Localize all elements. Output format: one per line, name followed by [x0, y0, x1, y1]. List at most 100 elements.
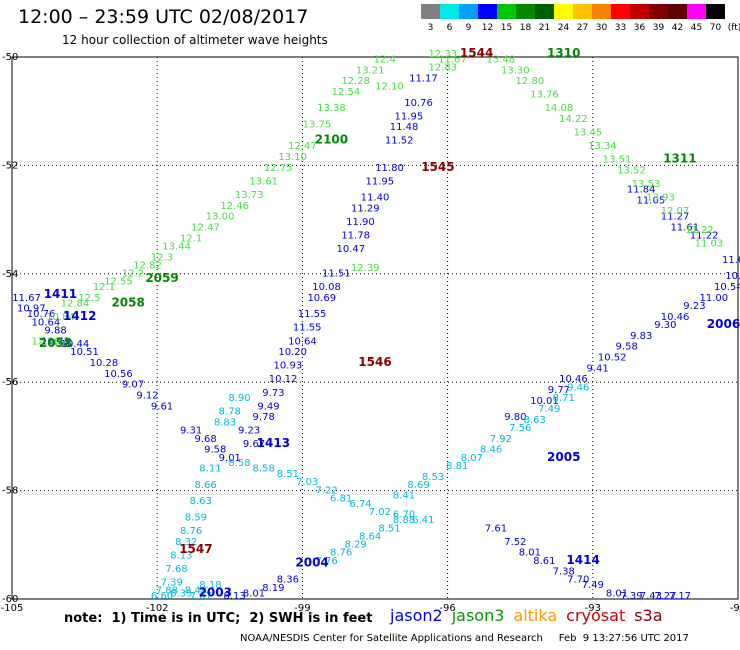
- time-annotation: 2003: [199, 585, 232, 599]
- wave-height-label: 10.51: [70, 347, 99, 358]
- legend-jason3: jason3: [451, 606, 505, 625]
- wave-height-label: 8.76: [180, 526, 202, 537]
- legend-s3a: s3a: [634, 606, 663, 625]
- wave-height-label: 9.61: [151, 401, 173, 412]
- wave-height-label: 6.70: [393, 510, 415, 521]
- wave-height-label: 8.41: [393, 491, 415, 502]
- wave-height-label: 8.81: [446, 461, 468, 472]
- wave-height-label: 8.63: [524, 415, 546, 426]
- wave-height-label: 13.44: [162, 241, 191, 252]
- y-tick-label: -58: [2, 486, 18, 497]
- scale-label: 24: [557, 23, 570, 33]
- wave-height-label: 8.51: [277, 469, 299, 480]
- wave-height-label: 12.47: [191, 222, 220, 233]
- wave-height-label: 10.64: [288, 336, 317, 347]
- wave-height-label: 12.83: [428, 63, 457, 74]
- wave-height-label: 8.53: [422, 472, 444, 483]
- y-tick-label: -50: [2, 52, 18, 63]
- wave-height-label: 14.22: [559, 114, 588, 125]
- wave-height-label: 7.39: [620, 591, 642, 602]
- wave-height-label: 9.67: [243, 439, 265, 450]
- wave-height-label: 8.51: [378, 523, 400, 534]
- time-annotation: 1311: [663, 152, 696, 166]
- y-tick-label: -60: [2, 594, 18, 605]
- wave-height-label: 11.52: [385, 136, 414, 147]
- wave-height-label: 8.59: [185, 512, 207, 523]
- wave-height-label: 11.55: [298, 309, 327, 320]
- wave-height-label: 8.88: [393, 515, 415, 526]
- wave-height-label: 6.81: [330, 493, 352, 504]
- wave-height-label: 11.22: [690, 231, 719, 242]
- wave-height-label: 8.01: [243, 588, 265, 599]
- scale-swatch: [478, 4, 497, 19]
- wave-height-label: 13.51: [603, 155, 632, 166]
- wave-height-label: 10.64: [32, 317, 61, 328]
- wave-height-label: 7.43: [640, 591, 662, 602]
- scale-label: 21: [538, 23, 551, 33]
- scale-label: 42: [671, 23, 684, 33]
- wave-height-label: 8.35: [170, 588, 192, 599]
- wave-height-label: 6.41: [412, 515, 434, 526]
- wave-height-label: 9.78: [253, 412, 275, 423]
- wave-height-label: 12.75: [264, 163, 293, 174]
- wave-height-label: 12.39: [351, 263, 380, 274]
- wave-height-label: 12.28: [341, 76, 370, 87]
- wave-height-label: 11.73: [41, 336, 70, 347]
- wave-height-label: 7.38: [553, 567, 575, 578]
- wave-height-label: 10.01: [530, 396, 559, 407]
- scale-swatch: [668, 4, 687, 19]
- plot-frame: [11, 56, 739, 600]
- wave-height-label: 10.97: [17, 304, 46, 315]
- wave-height-label: 7.03: [296, 477, 318, 488]
- wave-height-label: 12.46: [220, 201, 249, 212]
- legend-jason2: jason2: [390, 606, 443, 625]
- wave-height-label: 11.22: [685, 225, 714, 236]
- scale-label: 45: [690, 23, 703, 33]
- wave-height-label: 12.82: [133, 260, 162, 271]
- time-annotation: 2059: [145, 271, 178, 285]
- wave-height-label: 12.1: [180, 233, 202, 244]
- wave-height-label: 11.17: [409, 73, 438, 84]
- wave-height-label: 9.31: [180, 426, 202, 437]
- scale-label: 6: [446, 23, 453, 33]
- wave-height-label: 7.88: [156, 586, 178, 597]
- scale-swatch: [440, 4, 459, 19]
- time-annotation: 2004: [295, 555, 328, 569]
- scale-swatch: [573, 4, 592, 19]
- wave-height-label: 7.49: [538, 404, 560, 415]
- x-tick-label: -99: [294, 603, 310, 614]
- wave-height-label: 11.00: [699, 293, 728, 304]
- wave-height-label: 10.12: [269, 374, 298, 385]
- time-annotation: 1310: [547, 46, 580, 60]
- footer-note: note: 1) Time is in UTC; 2) SWH is in fe…: [64, 611, 373, 626]
- y-tick-label: -52: [2, 160, 18, 171]
- time-annotation: 1413: [257, 436, 290, 450]
- time-annotation: 1546: [358, 355, 391, 369]
- wave-height-label: 11.80: [375, 163, 404, 174]
- wave-height-label: 12.84: [61, 298, 90, 309]
- time-annotation: 1412: [63, 309, 96, 323]
- wave-height-label: 12.54: [332, 87, 361, 98]
- wave-height-label: 11.29: [351, 203, 380, 214]
- x-tick-label: -96: [439, 603, 455, 614]
- scale-label: 3: [427, 23, 434, 33]
- time-annotation: 1411: [44, 287, 77, 301]
- wave-height-label: 12.96: [32, 336, 61, 347]
- wave-height-label: 11.78: [341, 231, 370, 242]
- wave-height-label: 8.18: [199, 580, 221, 591]
- wave-height-label: 11.67: [12, 293, 41, 304]
- wave-height-label: 10.84: [46, 312, 75, 323]
- wave-height-label: 8.01: [519, 548, 541, 559]
- wave-height-label: 10.08: [312, 282, 341, 293]
- wave-height-label: 9.41: [587, 363, 609, 374]
- wave-height-label: 11.48: [390, 122, 419, 133]
- wave-height-label: 12.1: [93, 282, 115, 293]
- wave-height-label: 9.46: [567, 382, 589, 393]
- scale-label: 12: [481, 23, 494, 33]
- wave-height-label: 8.29: [345, 540, 367, 551]
- scale-swatch: [421, 4, 440, 19]
- wave-height-label: 7.56: [509, 423, 531, 434]
- time-annotation: 2100: [315, 133, 348, 147]
- scale-swatch: [535, 4, 554, 19]
- wave-height-label: 11.67: [438, 54, 467, 65]
